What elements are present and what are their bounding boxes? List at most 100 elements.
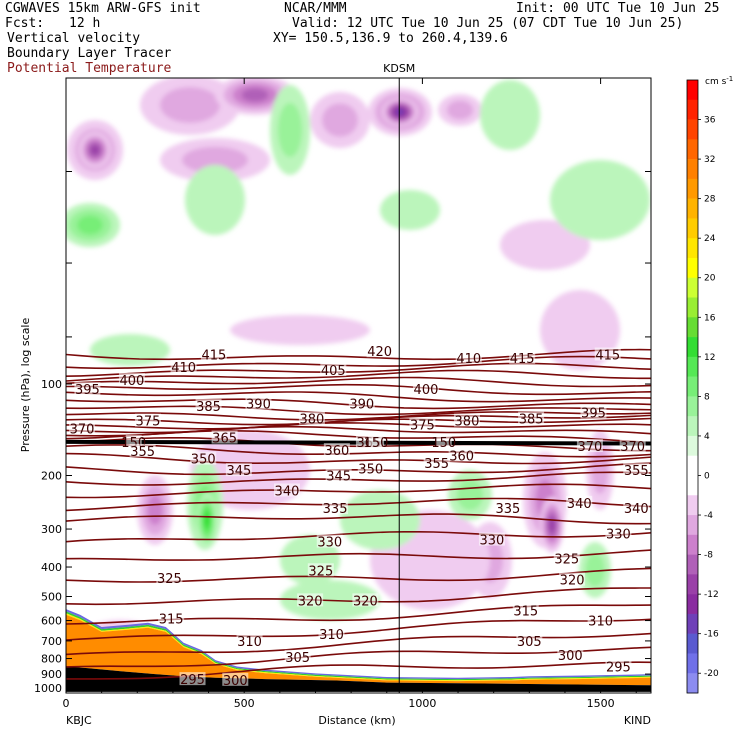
valid-time: Valid: 12 UTC Tue 10 Jun 25 (07 CDT Tue …	[292, 16, 684, 31]
theta-label-bg	[409, 417, 436, 431]
theta-label-bg	[509, 350, 536, 364]
theta-contour-line	[66, 383, 651, 396]
theta-label: 395	[75, 383, 100, 398]
theta-contour-line	[66, 369, 651, 382]
theta-label: 320	[353, 594, 378, 609]
colorbar-bin	[687, 534, 698, 555]
velocity-shade	[278, 103, 302, 157]
colorbar-unit: cm s-1	[705, 75, 733, 87]
theta-label-bg	[494, 501, 521, 515]
theta-label-bg	[605, 526, 632, 540]
theta-label: 305	[285, 651, 310, 666]
field-boundary-layer-tracer: Boundary Layer Tracer	[7, 46, 172, 61]
theta-contour-line	[66, 391, 651, 403]
colorbar-label: 24	[704, 234, 716, 244]
y-tick-label: 800	[41, 653, 62, 666]
colorbar-bin	[687, 574, 698, 595]
velocity-shade	[446, 100, 474, 120]
x-axis-label: Distance (km)	[318, 714, 395, 727]
theta-label: 320	[560, 574, 585, 589]
theta-label-bg	[455, 350, 482, 364]
theta-contour-line	[66, 531, 651, 543]
velocity-shade	[147, 495, 163, 525]
theta-label-bg	[587, 613, 614, 627]
colorbar-label: -16	[704, 630, 719, 640]
theta-label-bg	[623, 463, 650, 477]
field-potential-temperature: Potential Temperature	[7, 61, 172, 76]
theta-label-bg	[322, 501, 349, 515]
init-time: Init: 00 UTC Tue 10 Jun 25	[516, 1, 720, 16]
colorbar-bin	[687, 633, 698, 654]
theta-label-bg	[412, 382, 439, 396]
x-tick-label: 1500	[587, 697, 615, 710]
theta-label: 365	[212, 432, 237, 447]
colorbar-label: 4	[704, 432, 710, 442]
theta-label: 345	[226, 464, 251, 479]
forecast-hours: 12 h	[69, 16, 101, 31]
theta-label: 310	[237, 635, 262, 650]
colorbar-bin	[687, 594, 698, 615]
theta-label: 330	[317, 536, 342, 551]
theta-label: 315	[159, 612, 184, 627]
theta-label-bg	[195, 398, 222, 412]
theta-label: 385	[196, 400, 221, 415]
theta-label: 370	[70, 422, 95, 437]
field-vertical-velocity: Vertical velocity	[7, 31, 141, 46]
theta-label: 400	[414, 383, 439, 398]
theta-label: 310	[319, 628, 344, 643]
theta-label: 355	[424, 457, 449, 472]
theta-contour-line	[66, 355, 651, 370]
colorbar-label: 16	[704, 313, 716, 323]
colorbar-label: 20	[704, 274, 716, 284]
theta-label-bg	[619, 439, 646, 453]
colorbar-label: -20	[704, 669, 719, 679]
velocity-shade	[182, 146, 248, 174]
colorbar-label: 28	[704, 195, 716, 205]
theta-contour-line	[66, 376, 651, 388]
theta-label: 415	[595, 349, 620, 364]
theta-contour-line	[66, 646, 651, 668]
y-axis-label: Pressure (hPa), log scale	[19, 318, 32, 453]
theta-label: 415	[510, 352, 535, 367]
theta-label: 410	[456, 352, 481, 367]
theta-contour-line	[66, 471, 651, 486]
theta-label-bg	[448, 448, 475, 462]
y-tick-label: 700	[41, 635, 62, 648]
theta-contour-line	[66, 618, 651, 641]
velocity-shade	[230, 315, 370, 345]
y-tick-label: 200	[41, 470, 62, 483]
theta-label-bg	[325, 468, 352, 482]
theta-label-bg	[518, 411, 545, 425]
plot-area: 415 420 410 415 415 410 405 400 400 395 395 390 390 3…	[66, 78, 651, 693]
theta-label-bg	[158, 611, 185, 625]
colorbar-bin	[687, 554, 698, 575]
theta-label-bg	[69, 421, 96, 435]
colorbar-bin	[687, 475, 698, 496]
theta-label: 420	[367, 345, 392, 360]
theta-contour-line	[66, 411, 651, 421]
theta-label: 395	[581, 406, 606, 421]
tracer-core-orange	[66, 614, 651, 686]
theta-label: 340	[567, 497, 592, 512]
colorbar-bin	[687, 80, 698, 101]
colorbar-bin	[687, 396, 698, 417]
theta-label-bg	[368, 434, 385, 448]
theta-label-bg	[512, 603, 539, 617]
theta-label: 350	[358, 463, 383, 478]
theta-contour-labels: 415 420 410 415 415 410 405 400 400 395 395 390 390 3…	[69, 344, 650, 689]
theta-label: 315	[513, 604, 538, 619]
theta-label: 335	[496, 502, 521, 517]
velocity-shade	[548, 517, 556, 533]
colorbar-label: 8	[704, 392, 710, 402]
velocity-shade	[456, 480, 484, 510]
theta-contour-line	[66, 421, 651, 434]
velocity-shade	[340, 490, 420, 550]
theta-label-bg	[236, 633, 263, 647]
theta-label-bg	[179, 672, 206, 686]
theta-label-bg	[478, 532, 505, 546]
theta-label-bg	[435, 434, 452, 448]
theta-label: 415	[201, 349, 226, 364]
colorbar-bin	[687, 376, 698, 397]
colorbar-bin	[687, 455, 698, 476]
velocity-shade	[591, 446, 609, 494]
